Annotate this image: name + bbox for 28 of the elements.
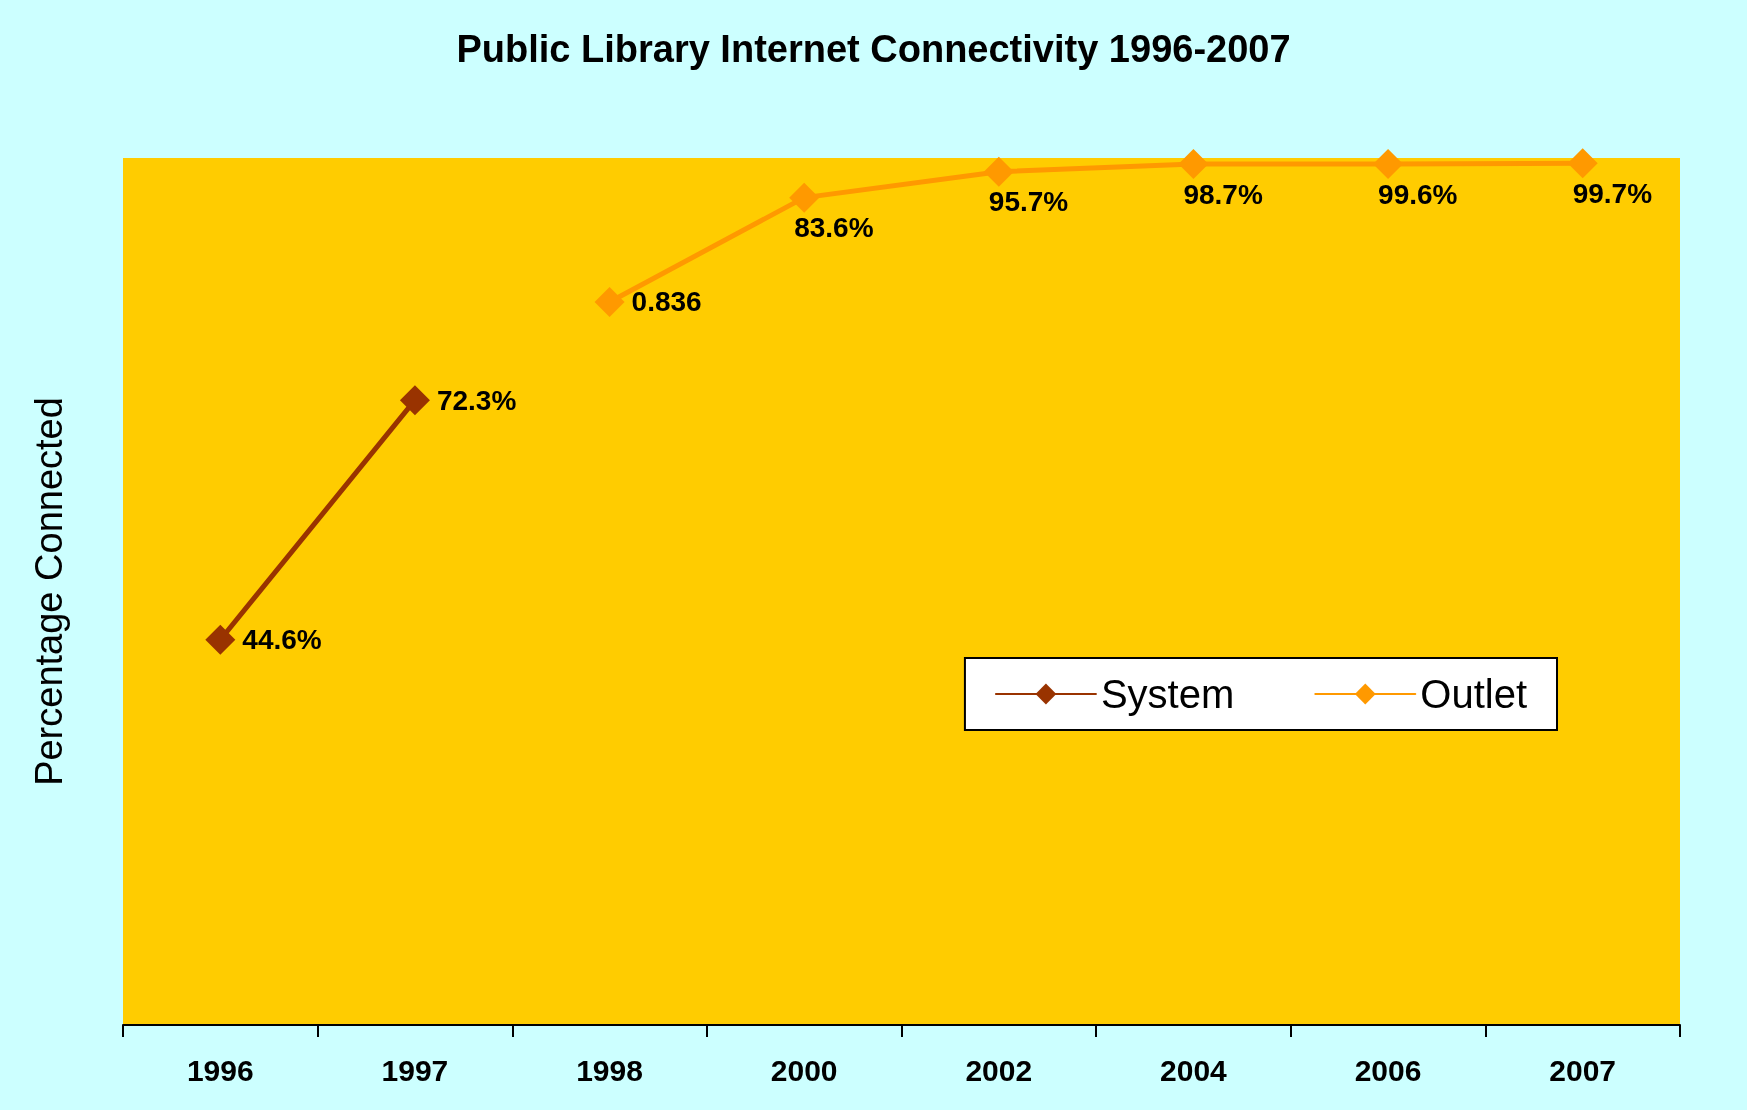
point <box>1567 148 1598 179</box>
x-tick-label: 1998 <box>576 1053 643 1087</box>
x-tick-label: 1996 <box>186 1053 254 1087</box>
y-axis-title: Percentage Connected <box>28 397 70 786</box>
annotation: 98.7% <box>1183 178 1263 210</box>
chart-title: Public Library Internet Connectivity 1996-2007 <box>456 28 1291 70</box>
point <box>594 286 625 317</box>
x-tick-label: 1997 <box>381 1053 449 1087</box>
point <box>983 156 1014 187</box>
annotation: 0.836 <box>631 286 702 318</box>
legend-label: System <box>1100 672 1235 716</box>
point <box>1178 149 1209 180</box>
x-tick-label: 2004 <box>1160 1053 1228 1087</box>
point <box>789 182 820 213</box>
x-tick-label: 2006 <box>1354 1053 1422 1087</box>
annotation: 99.6% <box>1378 178 1458 210</box>
x-tick-label: 2007 <box>1549 1053 1617 1087</box>
x-tick-label: 2000 <box>770 1053 838 1087</box>
annotation: 83.6% <box>794 212 874 244</box>
annotation: 44.6% <box>242 624 322 656</box>
x-tick-label: 2002 <box>965 1053 1033 1087</box>
point <box>205 624 236 655</box>
annotation: 72.3% <box>436 384 517 416</box>
point <box>399 385 430 416</box>
point <box>1373 149 1404 180</box>
annotation: 95.7% <box>988 186 1069 218</box>
legend-label: Outlet <box>1420 672 1527 716</box>
annotation: 99.7% <box>1572 177 1653 209</box>
